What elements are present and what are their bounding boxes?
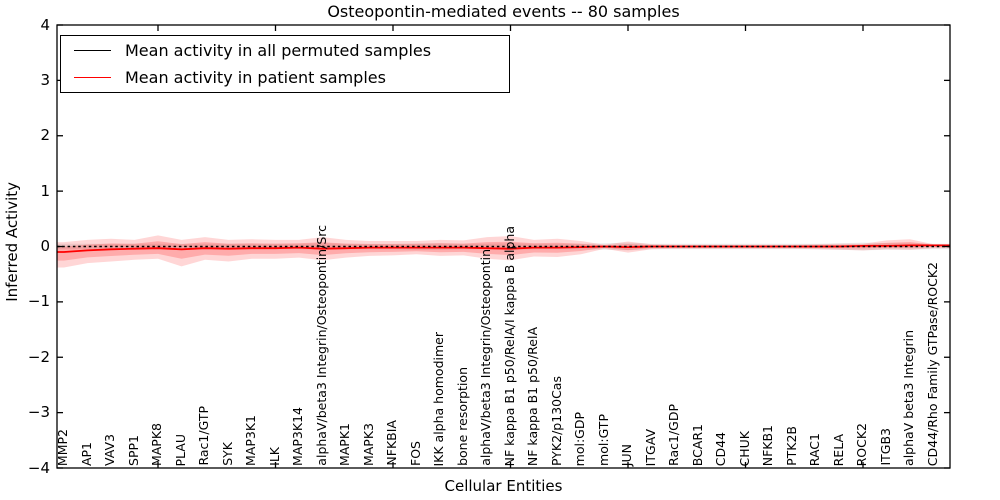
category-label: NF kappa B1 p50/RelA/I kappa B alpha: [501, 225, 517, 466]
category-label: CD44/Rho Family GTPase/ROCK2: [924, 261, 940, 466]
category-label: MMP2: [55, 428, 70, 466]
category-label: mol:GTP: [595, 414, 611, 466]
category-label: MAPK8: [149, 422, 164, 466]
legend: Mean activity in all permuted samples Me…: [60, 35, 510, 93]
y-tick-label: 1: [40, 181, 50, 200]
y-tick-label: 2: [40, 126, 50, 145]
category-label: CHUK: [736, 430, 752, 466]
category-label: VAV3: [102, 433, 117, 466]
y-tick-label: 3: [40, 70, 50, 89]
category-label: MAPK3: [360, 422, 376, 466]
y-tick-label: −4: [27, 458, 50, 477]
category-label: MAP3K14: [290, 407, 305, 466]
category-label: CD44: [713, 431, 728, 466]
category-label: JUN: [619, 443, 634, 466]
y-tick-label: 0: [40, 237, 50, 255]
category-label: BCAR1: [689, 423, 705, 466]
category-label: NF kappa B1 p50/RelA: [525, 326, 540, 466]
category-label: bone resorption: [454, 367, 470, 466]
patient-band-outer: [57, 235, 950, 268]
legend-label-permuted: Mean activity in all permuted samples: [125, 40, 432, 60]
red-line-icon: [74, 77, 111, 79]
category-label: NFKBIA: [384, 420, 399, 466]
category-label: AP1: [78, 441, 94, 466]
category-label: Rac1/GDP: [666, 404, 681, 466]
legend-item-permuted: Mean activity in all permuted samples: [61, 37, 509, 64]
category-label: MAP3K1: [243, 415, 258, 466]
category-label: MAPK1: [337, 422, 352, 466]
category-label: PTK2B: [783, 426, 799, 466]
chart-title: Osteopontin-mediated events -- 80 sample…: [327, 2, 680, 21]
category-label: ROCK2: [854, 422, 869, 466]
category-label: SPP1: [125, 435, 141, 466]
category-label: RELA: [830, 433, 846, 466]
category-label: alphaV/beta3 Integrin/Osteopontin: [478, 249, 493, 466]
y-tick-label: −2: [27, 347, 50, 366]
legend-item-patient: Mean activity in patient samples: [61, 64, 509, 91]
category-label: Rac1/GTP: [196, 406, 211, 466]
category-label: PLAU: [172, 433, 188, 467]
x-axis-label: Cellular Entities: [444, 477, 563, 495]
category-label: RAC1: [807, 432, 822, 466]
y-tick-label: −3: [27, 403, 50, 422]
category-label: SYK: [219, 442, 235, 466]
category-label: PYK2/p130Cas: [548, 376, 564, 466]
category-label: ITGB3: [877, 428, 893, 466]
category-label: alphaV beta3 Integrin: [901, 330, 916, 466]
category-label: FOS: [407, 441, 423, 466]
category-label: ITGAV: [642, 428, 658, 466]
category-label: NFKB1: [760, 424, 775, 466]
patient-mean-line: [57, 244, 950, 253]
y-tick-label: 4: [40, 15, 50, 34]
category-label: alphaV/beta3 Integrin/Osteopontin/Src: [313, 225, 329, 466]
y-tick-label: −1: [27, 292, 50, 311]
legend-label-patient: Mean activity in patient samples: [125, 68, 386, 88]
category-label: mol:GDP: [572, 411, 587, 466]
black-line-icon: [74, 49, 111, 51]
category-label: ILK: [266, 447, 282, 466]
category-label: IKK alpha homodimer: [431, 331, 446, 467]
